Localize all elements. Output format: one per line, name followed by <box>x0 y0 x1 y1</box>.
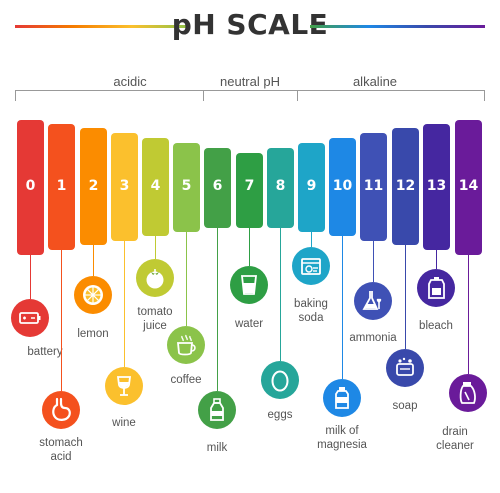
ph-item-label-5: coffee <box>170 374 202 386</box>
ph-bar-11 <box>360 133 387 241</box>
ph-value-14: 14 <box>458 178 479 194</box>
magnesia-bottle-icon <box>323 379 361 417</box>
ph-value-4: 4 <box>150 178 161 194</box>
ph-value-10: 10 <box>332 178 353 194</box>
ph-item-label-3: wine <box>112 417 136 429</box>
ph-item-label-6: milk <box>206 442 228 454</box>
ph-value-6: 6 <box>212 178 223 194</box>
ph-item-label-10: milk of magnesia <box>317 425 367 451</box>
ph-bar-0 <box>17 120 44 255</box>
drain-cleaner-icon <box>449 374 487 412</box>
neutral-bracket <box>203 90 298 101</box>
ph-item-label-11: ammonia <box>349 332 397 344</box>
ph-value-1: 1 <box>56 178 67 194</box>
ph-value-9: 9 <box>306 178 317 194</box>
ph-connector-9 <box>311 232 312 247</box>
ph-bar-10 <box>329 138 356 236</box>
ph-bar-12 <box>392 128 419 245</box>
ph-bar-8 <box>267 148 294 228</box>
ph-item-label-0: battery <box>27 346 63 358</box>
ph-bar-2 <box>80 128 107 245</box>
ph-bar-13 <box>423 124 450 250</box>
ph-value-11: 11 <box>363 178 384 194</box>
ph-connector-7 <box>249 228 250 266</box>
ph-value-3: 3 <box>119 178 130 194</box>
lemon-icon <box>74 276 112 314</box>
ph-connector-2 <box>93 245 94 276</box>
page-title: pH SCALE <box>171 8 329 41</box>
ph-value-2: 2 <box>88 178 99 194</box>
ph-bar-5 <box>173 143 200 232</box>
ph-value-7: 7 <box>244 178 255 194</box>
ph-value-5: 5 <box>181 178 192 194</box>
milk-bottle-icon <box>198 391 236 429</box>
ph-connector-11 <box>373 241 374 282</box>
ph-connector-1 <box>61 250 62 391</box>
ph-bar-1 <box>48 124 75 250</box>
ph-item-label-2: lemon <box>77 328 109 340</box>
ph-connector-6 <box>217 228 218 391</box>
ph-connector-14 <box>468 255 469 374</box>
ph-bar-4 <box>142 138 169 236</box>
ph-bar-3 <box>111 133 138 241</box>
egg-icon <box>261 361 299 399</box>
ph-item-label-4: tomato juice <box>137 306 173 332</box>
baking-soda-box-icon <box>292 247 330 285</box>
flask-icon <box>354 282 392 320</box>
ph-item-label-12: soap <box>392 400 418 412</box>
ph-connector-3 <box>124 241 125 367</box>
ph-bar-6 <box>204 148 231 228</box>
ph-bar-14 <box>455 120 482 255</box>
alkaline-label: alkaline <box>352 74 398 89</box>
battery-icon <box>11 299 49 337</box>
stomach-icon <box>42 391 80 429</box>
ph-connector-12 <box>405 245 406 349</box>
ph-connector-0 <box>30 255 31 299</box>
coffee-cup-icon <box>167 326 205 364</box>
neutral-label: neutral pH <box>220 74 280 89</box>
ph-item-label-9: baking soda <box>294 298 328 324</box>
ph-bar-7 <box>236 153 263 228</box>
ph-bar-9 <box>298 143 325 232</box>
alkaline-bracket <box>296 90 485 101</box>
bleach-bottle-icon <box>417 269 455 307</box>
title-rainbow-right <box>310 25 485 28</box>
soap-icon <box>386 349 424 387</box>
acidic-bracket <box>15 90 204 101</box>
acidic-label: acidic <box>113 74 147 89</box>
ph-value-13: 13 <box>426 178 447 194</box>
ph-value-0: 0 <box>25 178 36 194</box>
ph-item-label-13: bleach <box>419 320 453 332</box>
ph-item-label-7: water <box>234 318 264 330</box>
ph-connector-4 <box>155 236 156 259</box>
ph-connector-8 <box>280 228 281 361</box>
ph-item-label-1: stomach acid <box>39 437 83 463</box>
tomato-icon <box>136 259 174 297</box>
ph-connector-10 <box>342 236 343 379</box>
wine-glass-icon <box>105 367 143 405</box>
ph-connector-5 <box>186 232 187 326</box>
title-rainbow-left <box>15 25 190 28</box>
ph-connector-13 <box>436 250 437 269</box>
ph-item-label-14: drain cleaner <box>436 426 474 452</box>
ph-item-label-8: eggs <box>267 409 293 421</box>
ph-value-8: 8 <box>275 178 286 194</box>
water-glass-icon <box>230 266 268 304</box>
ph-value-12: 12 <box>395 178 416 194</box>
